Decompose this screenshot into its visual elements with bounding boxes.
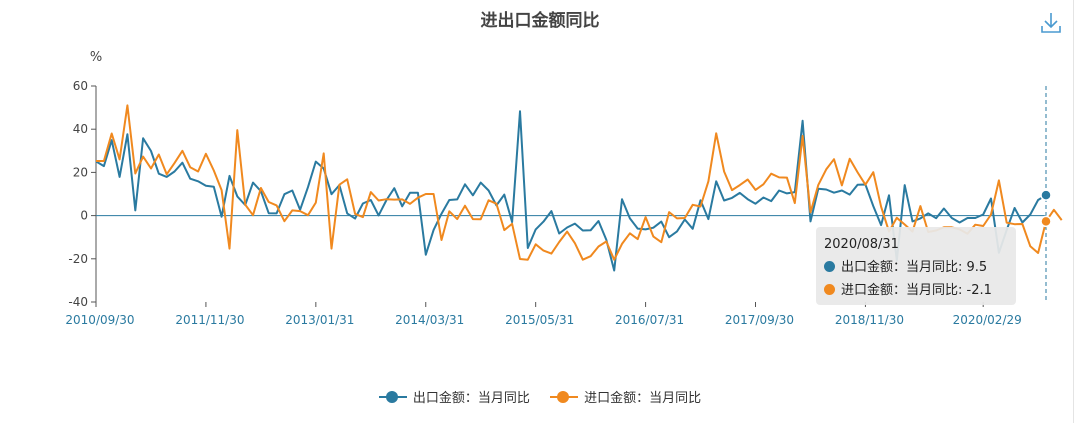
x-tick-label: 2020/02/29 (953, 313, 1022, 327)
highlight-point-import (1040, 215, 1052, 228)
legend-swatch-export (378, 391, 407, 403)
y-axis-unit: % (90, 50, 102, 65)
tooltip-import-text: 进口金额：当月同比: -2.1 (841, 283, 992, 298)
x-tick-label: 2016/07/31 (615, 313, 684, 327)
chart-title: 进出口金额同比 (480, 11, 600, 31)
x-tick-label: 2011/11/30 (175, 313, 244, 327)
legend-label-export: 出口金额：当月同比 (412, 391, 530, 406)
frame-border (1073, 0, 1074, 423)
y-tick-label: -40 (68, 295, 88, 309)
line-chart: -40 -20 0 20 40 60% 2010/09/30 2011/11/30 2013/0… (65, 50, 1063, 327)
x-tick-label: 2010/09/30 (65, 313, 134, 327)
tooltip-export-dot (824, 261, 835, 272)
x-tick-label: 2013/01/31 (285, 313, 354, 327)
x-tick-label: 2015/05/31 (505, 313, 574, 327)
y-tick-label: 20 (73, 165, 88, 179)
y-tick-label: -20 (68, 252, 88, 266)
tooltip-import-dot (824, 284, 835, 295)
legend-swatch-import (550, 391, 579, 403)
tooltip-export-text: 出口金额：当月同比: 9.5 (841, 260, 988, 275)
y-tick-label: 40 (73, 122, 88, 136)
legend-label-import: 进口金额：当月同比 (584, 391, 702, 406)
chart-legend: 出口金额：当月同比 进口金额：当月同比 (0, 387, 1080, 406)
x-tick-label: 2018/11/30 (835, 313, 904, 327)
highlight-point-export (1040, 189, 1052, 201)
series-line-import (96, 104, 1063, 261)
series-line-export (95, 110, 1047, 272)
legend-item-import[interactable]: 进口金额：当月同比 (550, 387, 701, 406)
tooltip-row-export: 出口金额：当月同比: 9.5 (824, 256, 1008, 279)
chart-tooltip: 2020/08/31 出口金额：当月同比: 9.5 进口金额：当月同比: -2.… (816, 227, 1016, 305)
legend-item-export[interactable]: 出口金额：当月同比 (378, 387, 530, 406)
y-tick-label: 60 (73, 79, 88, 93)
x-tick-label: 2017/09/30 (725, 313, 794, 327)
x-tick-label: 2014/03/31 (395, 313, 464, 327)
tooltip-date: 2020/08/31 (824, 237, 899, 252)
tooltip-row-import: 进口金额：当月同比: -2.1 (824, 279, 1008, 302)
download-icon[interactable] (1038, 10, 1064, 36)
y-tick-label: 0 (80, 209, 88, 223)
